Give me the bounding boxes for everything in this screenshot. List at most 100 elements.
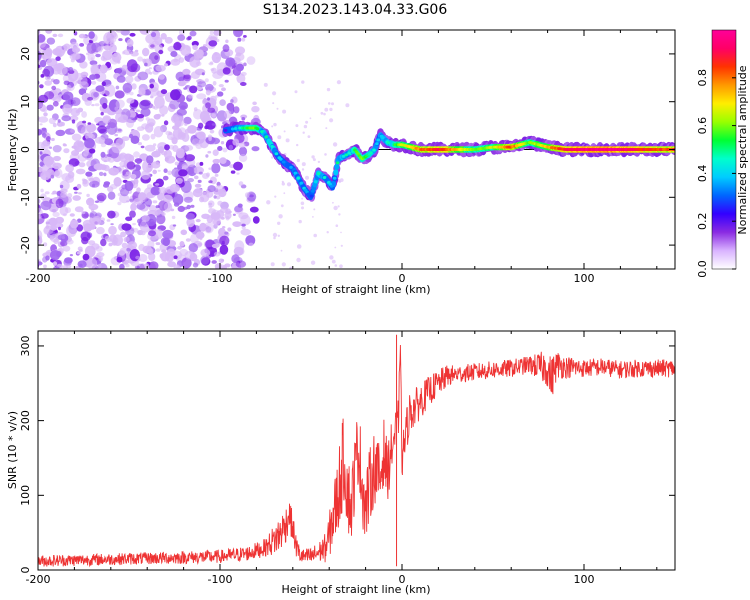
noise-speck (300, 201, 305, 206)
noise-blob (153, 126, 164, 138)
noise-blob (178, 101, 188, 111)
spectrogram-ytick-label: -20 (19, 236, 32, 254)
noise-blob (93, 92, 99, 98)
noise-blob (74, 191, 78, 194)
noise-blob (175, 177, 183, 184)
noise-blob (169, 100, 180, 110)
noise-blob (71, 119, 76, 124)
noise-speck (301, 80, 305, 84)
noise-blob (77, 218, 82, 223)
noise-blob (117, 128, 122, 132)
noise-speck (280, 249, 283, 252)
colorbar-tick-label: 0.0 (696, 260, 709, 278)
noise-blob (125, 75, 134, 84)
noise-blob (194, 131, 203, 138)
noise-speck (271, 156, 274, 159)
noise-speck (270, 262, 275, 267)
noise-blob (57, 119, 61, 123)
noise-blob (238, 212, 249, 220)
noise-blob (144, 144, 156, 152)
signal-core (335, 161, 340, 165)
noise-speck (295, 124, 299, 128)
noise-blob (126, 200, 130, 203)
noise-blob (80, 125, 91, 136)
noise-blob (77, 192, 82, 195)
noise-blob (181, 257, 192, 269)
noise-blob (130, 261, 140, 267)
signal-core (279, 157, 283, 161)
noise-blob (38, 116, 49, 123)
noise-blob (69, 213, 75, 217)
noise-speck (280, 204, 284, 208)
spectrogram-ytick-label: 20 (19, 47, 32, 61)
noise-blob (150, 44, 155, 48)
noise-speck (331, 259, 336, 264)
noise-blob (60, 191, 68, 198)
noise-blob (233, 106, 240, 114)
noise-speck (283, 130, 286, 133)
noise-blob (51, 205, 56, 208)
snr-xlabel: Height of straight line (km) (281, 583, 430, 596)
noise-blob (129, 159, 133, 162)
noise-blob (217, 146, 223, 151)
noise-blob (155, 242, 161, 246)
noise-blob (240, 82, 247, 86)
noise-blob (211, 243, 220, 249)
noise-blob (222, 44, 230, 53)
noise-speck (310, 260, 316, 265)
noise-blob (25, 165, 36, 176)
noise-blob (194, 187, 203, 194)
colorbar-gradient (711, 29, 737, 270)
noise-blob (88, 203, 99, 211)
noise-speck (332, 201, 334, 204)
noise-blob (188, 243, 198, 253)
snr-line (38, 344, 675, 568)
snr-xtick-label: 0 (399, 573, 406, 586)
noise-blob (53, 155, 61, 162)
noise-blob (173, 255, 178, 259)
colorbar: 0.0 0.2 0.4 0.6 0.8 Normalized spectral ampl… (696, 29, 749, 278)
noise-blob (202, 44, 207, 47)
snr-xtick-label: -200 (26, 573, 51, 586)
noise-blob (238, 146, 248, 157)
noise-blob (173, 42, 182, 51)
noise-blob (78, 249, 83, 252)
noise-blob (181, 163, 189, 170)
noise-blob (54, 170, 60, 177)
noise-blob (57, 33, 64, 38)
noise-speck (296, 143, 299, 147)
signal-core (386, 141, 391, 145)
noise-blob (235, 63, 244, 72)
noise-blob (25, 207, 35, 217)
noise-speck (296, 257, 301, 263)
noise-blob (69, 41, 79, 50)
noise-blob (162, 229, 174, 239)
noise-blob (52, 261, 58, 266)
noise-blob (180, 229, 188, 236)
noise-blob (115, 30, 123, 33)
noise-blob (124, 236, 130, 242)
noise-speck (326, 231, 329, 234)
noise-blob (164, 252, 175, 262)
noise-speck (278, 214, 283, 219)
noise-blob (29, 61, 34, 67)
noise-blob (225, 57, 236, 67)
noise-blob (148, 67, 152, 70)
noise-blob (150, 133, 156, 140)
noise-blob (185, 213, 195, 220)
noise-blob (89, 180, 100, 188)
noise-blob (249, 206, 259, 213)
noise-blob (129, 210, 136, 218)
noise-blob (174, 161, 179, 166)
noise-speck (289, 266, 293, 269)
noise-blob (138, 254, 148, 262)
signal-core (293, 171, 298, 175)
noise-blob (211, 123, 216, 126)
signal-core (322, 176, 327, 179)
noise-blob (222, 147, 228, 153)
noise-blob (164, 36, 173, 44)
noise-blob (170, 89, 181, 101)
noise-blob (118, 250, 126, 256)
noise-blob (63, 48, 68, 51)
